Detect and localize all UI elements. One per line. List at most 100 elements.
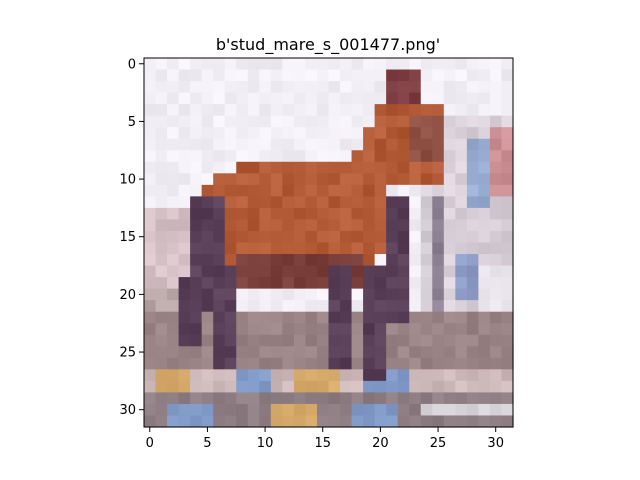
- image-pixel: [178, 138, 191, 151]
- image-pixel: [282, 403, 295, 417]
- image-pixel: [478, 369, 491, 382]
- image-pixel: [478, 323, 491, 336]
- image-pixel: [201, 254, 214, 267]
- image-pixel: [236, 334, 249, 347]
- image-pixel: [466, 311, 480, 324]
- image-pixel: [374, 150, 387, 163]
- image-pixel: [201, 311, 214, 324]
- x-tick-label: 25: [430, 436, 447, 451]
- image-pixel: [190, 104, 203, 117]
- image-pixel: [201, 173, 214, 186]
- image-pixel: [386, 369, 399, 382]
- image-pixel: [443, 115, 456, 128]
- y-tick-label: 10: [119, 173, 136, 188]
- image-pixel: [144, 81, 157, 94]
- image-pixel: [489, 334, 503, 347]
- image-pixel: [167, 230, 180, 244]
- image-pixel: [270, 196, 283, 209]
- image-pixel: [201, 230, 214, 244]
- image-pixel: [236, 58, 249, 71]
- image-pixel: [501, 392, 514, 405]
- image-pixel: [340, 277, 353, 290]
- image-pixel: [293, 300, 307, 313]
- image-pixel: [236, 242, 249, 255]
- image-pixel: [443, 357, 456, 370]
- image-pixel: [328, 300, 341, 313]
- image-pixel: [374, 207, 387, 221]
- image-pixel: [259, 254, 272, 267]
- image-pixel: [270, 69, 283, 82]
- image-pixel: [213, 115, 226, 128]
- image-pixel: [247, 380, 260, 394]
- image-pixel: [144, 219, 157, 232]
- image-pixel: [409, 415, 422, 428]
- image-pixel: [489, 81, 503, 94]
- image-pixel: [190, 161, 203, 174]
- image-pixel: [190, 300, 203, 313]
- image-pixel: [489, 184, 503, 197]
- image-pixel: [501, 184, 514, 197]
- image-pixel: [305, 311, 318, 324]
- image-pixel: [386, 150, 399, 163]
- image-pixel: [270, 392, 283, 405]
- image-pixel: [224, 254, 237, 267]
- image-pixel: [270, 403, 283, 417]
- image-pixel: [305, 115, 318, 128]
- image-pixel: [340, 357, 353, 370]
- image-pixel: [386, 104, 399, 117]
- image-pixel: [201, 357, 214, 370]
- image-pixel: [409, 138, 422, 151]
- image-pixel: [363, 369, 376, 382]
- image-pixel: [363, 207, 376, 221]
- x-axis: 0 5 10 15 20 25 30: [146, 427, 504, 451]
- image-pixel: [443, 104, 456, 117]
- image-pixel: [178, 380, 191, 394]
- image-pixel: [190, 173, 203, 186]
- image-pixel: [155, 242, 168, 255]
- image-pixel: [282, 277, 295, 290]
- image-pixel: [144, 277, 157, 290]
- x-tick-label: 15: [314, 436, 331, 451]
- image-pixel: [340, 161, 353, 174]
- image-pixel: [374, 311, 387, 324]
- image-pixel: [270, 104, 283, 117]
- image-pixel: [167, 81, 180, 94]
- image-pixel: [259, 115, 272, 128]
- image-pixel: [167, 92, 180, 105]
- image-pixel: [167, 415, 180, 428]
- image-pixel: [144, 138, 157, 151]
- image-pixel: [397, 150, 410, 163]
- image-pixel: [420, 311, 433, 324]
- image-pixel: [213, 127, 226, 140]
- image-pixel: [443, 334, 456, 347]
- image-pixel: [397, 265, 410, 278]
- image-pixel: [155, 184, 168, 197]
- image-pixel: [501, 81, 514, 94]
- image-pixel: [259, 403, 272, 417]
- image-pixel: [247, 288, 260, 301]
- image-pixel: [478, 265, 491, 278]
- image-pixel: [201, 92, 214, 105]
- image-pixel: [224, 138, 237, 151]
- image-pixel: [409, 242, 422, 255]
- image-pixel: [351, 357, 364, 370]
- image-pixel: [155, 380, 168, 394]
- image-pixel: [420, 104, 433, 117]
- image-pixel: [420, 357, 433, 370]
- image-pixel: [259, 184, 272, 197]
- image-pixel: [409, 219, 422, 232]
- x-tick-label: 0: [146, 436, 154, 451]
- image-pixel: [144, 242, 157, 255]
- image-pixel: [213, 242, 226, 255]
- image-pixel: [167, 69, 180, 82]
- image-pixel: [305, 415, 318, 428]
- image-pixel: [351, 138, 364, 151]
- image-pixel: [409, 58, 422, 71]
- image-pixel: [293, 219, 307, 232]
- image-pixel: [432, 300, 445, 313]
- image-pixel: [397, 369, 410, 382]
- image-pixel: [351, 115, 364, 128]
- image-pixel: [144, 265, 157, 278]
- image-pixel: [190, 219, 203, 232]
- image-pixel: [420, 173, 433, 186]
